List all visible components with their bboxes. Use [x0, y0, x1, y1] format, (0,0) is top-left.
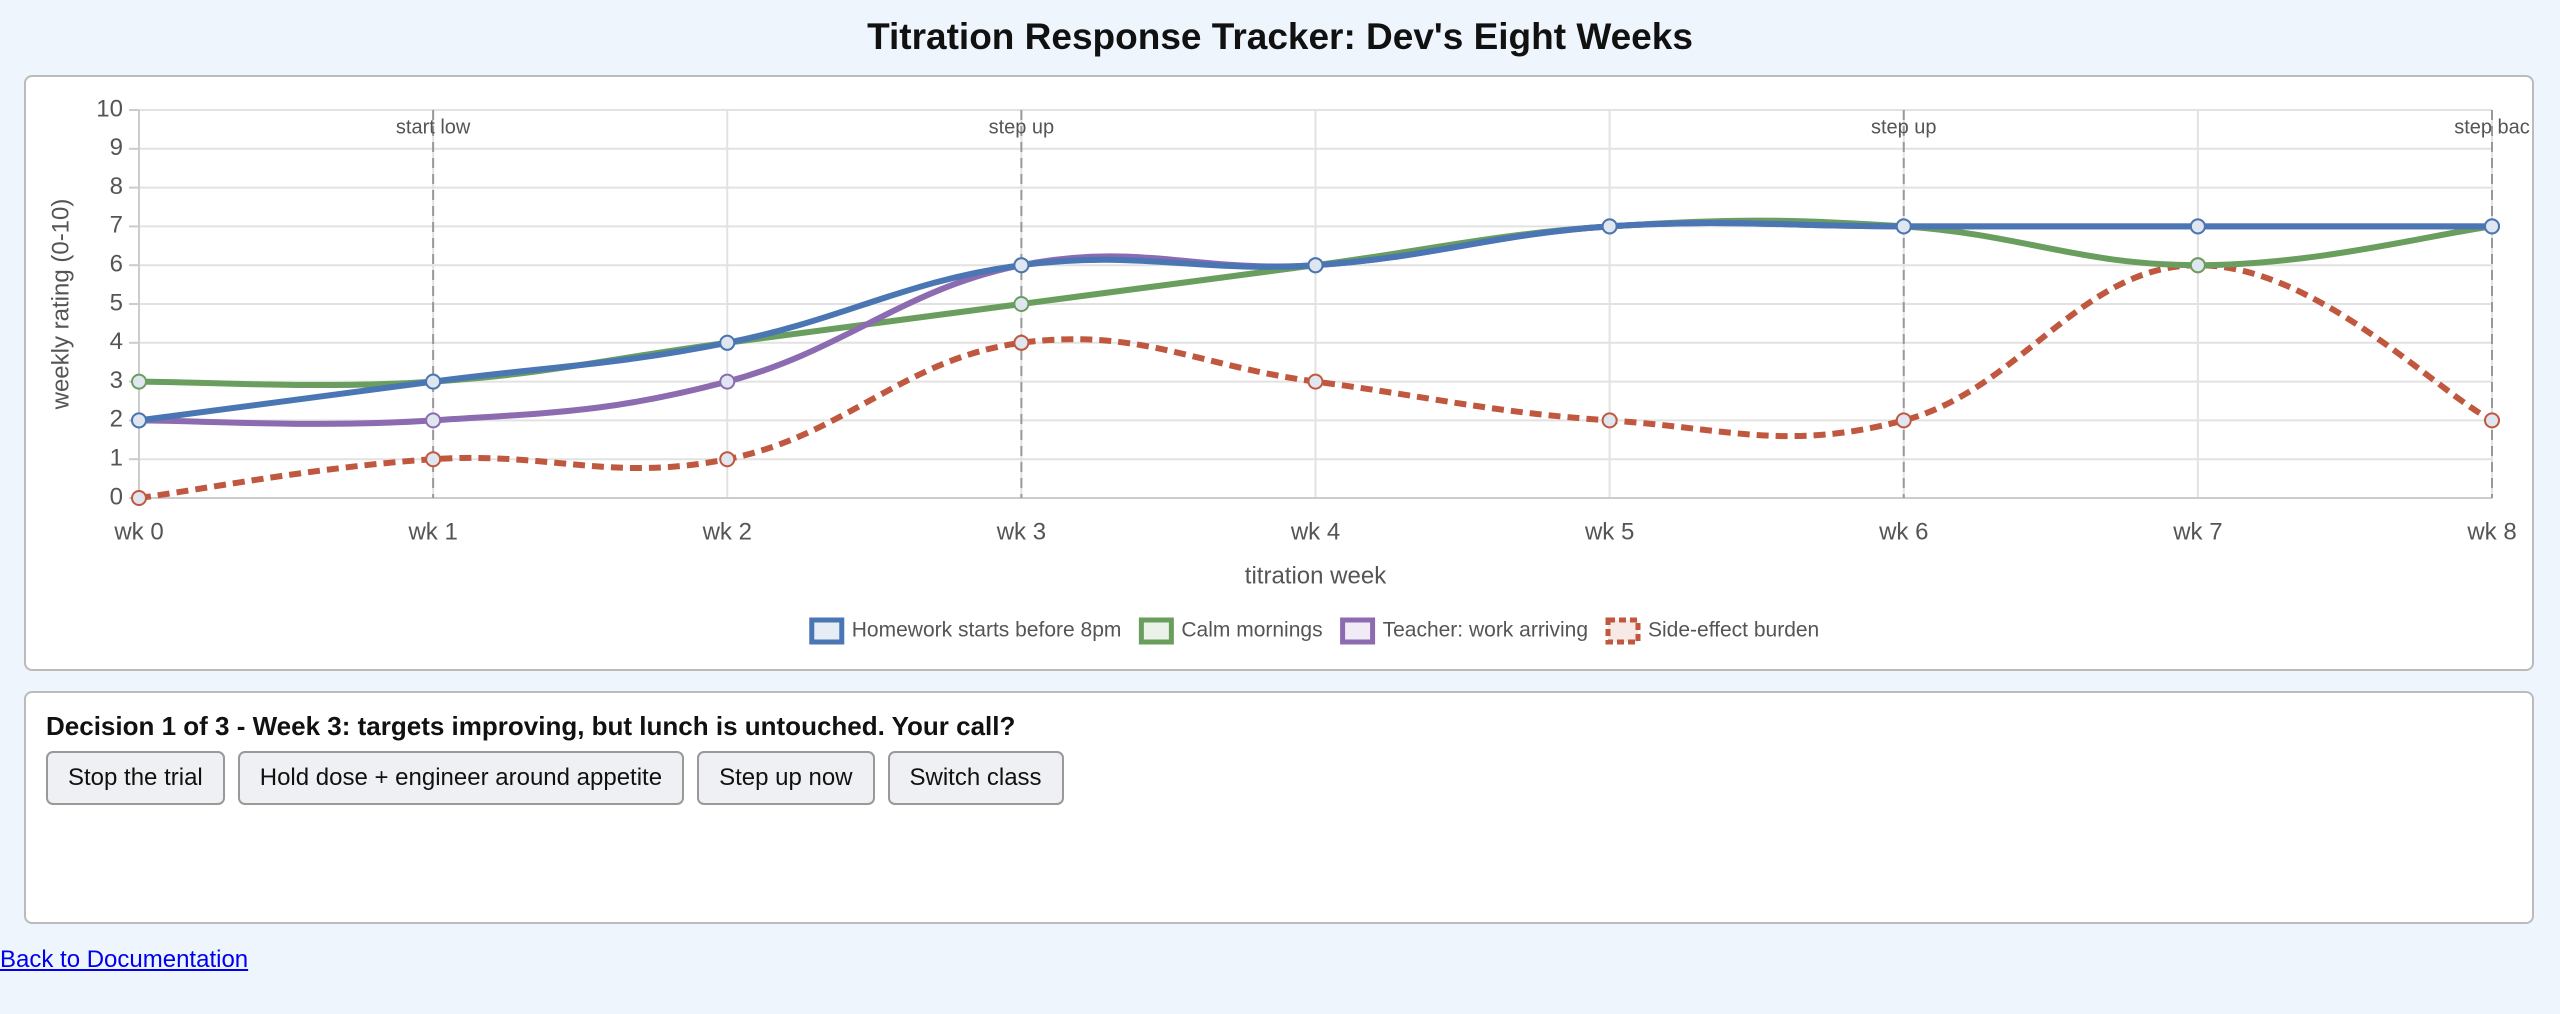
decision-options: Stop the trial Hold dose + engineer aroun… — [46, 751, 1064, 805]
option-button[interactable]: Hold dose + engineer around appetite — [237, 751, 685, 805]
y-tick-label: 2 — [110, 406, 123, 433]
x-tick-label: wk 0 — [113, 518, 163, 545]
data-point — [1601, 218, 1618, 235]
data-point — [131, 490, 147, 506]
y-tick-label: 8 — [110, 173, 123, 200]
data-point — [131, 412, 147, 429]
x-tick-label: wk 5 — [1584, 518, 1634, 545]
annotation-label: step up — [1871, 116, 1937, 138]
y-tick-label: 4 — [110, 328, 123, 355]
y-tick-label: 6 — [110, 251, 123, 278]
data-point — [1307, 373, 1324, 390]
y-tick-label: 0 — [110, 483, 123, 510]
x-tick-label: wk 4 — [1290, 518, 1340, 545]
legend: Homework starts before 8pm Calm mornings T… — [809, 617, 1819, 645]
y-tick-label: 10 — [96, 95, 123, 122]
data-point — [1307, 257, 1324, 274]
data-point — [1013, 257, 1030, 274]
data-point — [425, 451, 442, 468]
option-button[interactable]: Step up now — [697, 751, 875, 805]
chart-panel: 0 1 2 3 4 5 6 7 8 9 10 wk 0 wk 1 wk 2 wk 3 wk 4 wk 5 wk 6… — [24, 75, 2534, 671]
data-point — [2484, 218, 2500, 235]
x-tick-label: wk 6 — [1878, 518, 1928, 545]
annotation-label: start low — [396, 116, 471, 138]
data-point — [1895, 218, 1912, 235]
x-axis-title: titration week — [1245, 562, 1387, 589]
legend-label: Homework starts before 8pm — [852, 619, 1122, 642]
y-tick-label: 3 — [110, 367, 123, 394]
data-point — [2189, 218, 2206, 235]
y-tick-label: 5 — [110, 289, 123, 316]
decision-panel: Decision 1 of 3 - Week 3: targets improv… — [24, 691, 2534, 924]
legend-swatch — [1605, 617, 1641, 645]
data-point — [425, 412, 442, 429]
x-tick-label: wk 8 — [2466, 518, 2516, 545]
y-tick-label: 9 — [110, 134, 123, 161]
x-tick-label: wk 1 — [407, 518, 457, 545]
data-point — [719, 373, 736, 390]
annotation-label: step bac — [2454, 116, 2530, 138]
data-point — [1895, 412, 1912, 429]
data-point — [2484, 412, 2500, 429]
x-tick-label: wk 7 — [2172, 518, 2222, 545]
legend-label: Side-effect burden — [1648, 619, 1819, 642]
data-point — [131, 373, 147, 390]
data-point — [1601, 412, 1618, 429]
data-point — [719, 334, 736, 351]
y-tick-label: 7 — [110, 212, 123, 239]
legend-swatch — [1340, 617, 1376, 645]
data-point — [425, 373, 442, 390]
annotation-label: step up — [989, 116, 1055, 138]
option-button[interactable]: Switch class — [887, 751, 1064, 805]
data-point — [719, 451, 736, 468]
legend-swatch — [1138, 617, 1174, 645]
x-tick-label: wk 3 — [996, 518, 1046, 545]
data-point — [1013, 296, 1030, 312]
legend-label: Teacher: work arriving — [1383, 619, 1588, 642]
decision-prompt: Decision 1 of 3 - Week 3: targets improv… — [46, 711, 1016, 741]
x-tick-label: wk 2 — [702, 518, 752, 545]
back-link[interactable]: Back to Documentation — [0, 946, 249, 973]
chart-title: Titration Response Tracker: Dev's Eight … — [867, 16, 1693, 57]
y-axis-title: weekly rating (0-10) — [47, 199, 74, 411]
y-tick-label: 1 — [110, 445, 123, 472]
legend-label: Calm mornings — [1181, 619, 1322, 642]
data-point — [1013, 334, 1030, 351]
option-button[interactable]: Stop the trial — [46, 751, 225, 805]
data-point — [2189, 257, 2206, 274]
chart: 0 1 2 3 4 5 6 7 8 9 10 wk 0 wk 1 wk 2 wk 3 wk 4 wk 5 wk 6… — [47, 95, 2530, 645]
legend-swatch — [809, 617, 845, 645]
